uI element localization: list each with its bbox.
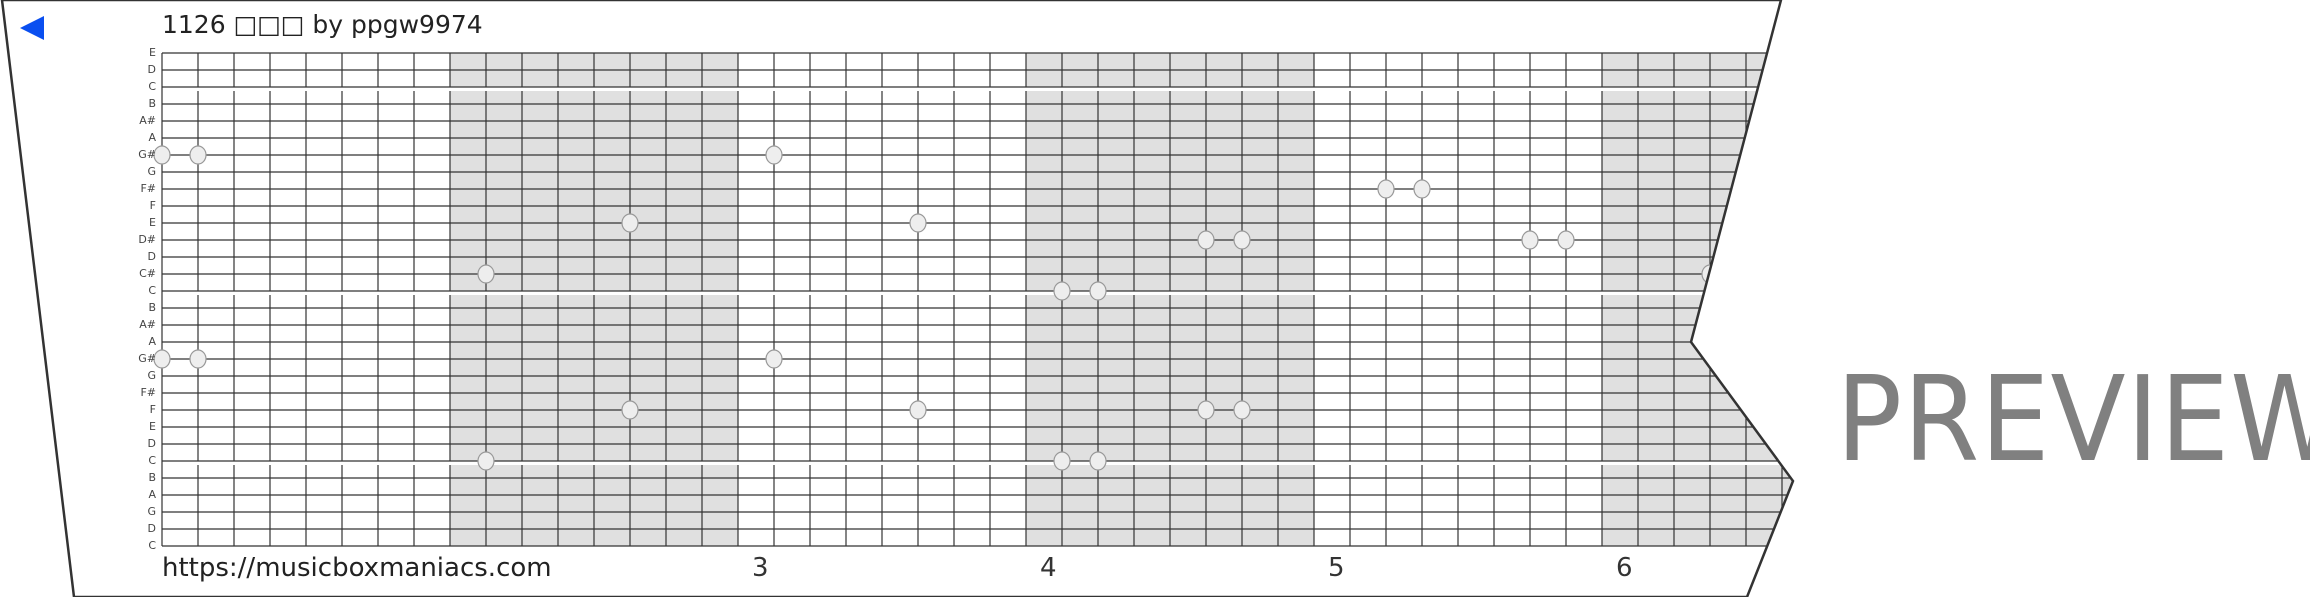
pitch-label: F# <box>140 386 156 399</box>
pitch-label: B <box>148 471 156 484</box>
note-hole <box>765 145 783 165</box>
pitch-label: B <box>148 97 156 110</box>
pitch-label: D <box>147 63 156 76</box>
pitch-label: F# <box>140 182 156 195</box>
note-hole <box>1053 281 1071 301</box>
note-grid <box>153 52 1793 547</box>
pitch-label: A# <box>139 114 156 127</box>
note-hole <box>1089 451 1107 471</box>
pitch-label: C <box>148 80 156 93</box>
pitch-label: F <box>149 403 156 416</box>
paper-outline <box>0 0 1795 597</box>
note-hole <box>1197 230 1215 250</box>
pitch-label: F <box>149 199 156 212</box>
pitch-label: C# <box>139 267 156 280</box>
pitch-label: G <box>147 369 156 382</box>
note-hole <box>1413 179 1431 199</box>
pitch-label: C <box>148 284 156 297</box>
song-title: 1126 □□□ by ppgw9974 <box>162 10 483 39</box>
pitch-label: A# <box>139 318 156 331</box>
measure-number: 5 <box>1328 553 1345 583</box>
note-hole <box>1233 400 1251 420</box>
pitch-label: E <box>149 420 156 433</box>
preview-watermark: PREVIEW <box>1836 350 2310 488</box>
note-hole <box>1197 400 1215 420</box>
measure-number: 4 <box>1040 553 1057 583</box>
note-hole <box>621 400 639 420</box>
note-hole <box>765 349 783 369</box>
pitch-label: A <box>148 488 156 501</box>
pitch-label: G# <box>138 148 156 161</box>
pitch-label: D <box>147 437 156 450</box>
pitch-label: A <box>148 131 156 144</box>
pitch-label: E <box>149 216 156 229</box>
note-hole <box>1521 230 1539 250</box>
note-hole <box>153 349 171 369</box>
measure-number: 6 <box>1616 553 1633 583</box>
pitch-label: D# <box>138 233 156 246</box>
note-hole <box>1233 230 1251 250</box>
pitch-label: G <box>147 165 156 178</box>
pitch-label: A <box>148 335 156 348</box>
pitch-label: B <box>148 301 156 314</box>
pitch-label: G <box>147 505 156 518</box>
note-hole <box>1377 179 1395 199</box>
note-hole <box>477 451 495 471</box>
pitch-label: E <box>149 46 156 59</box>
back-triangle-icon[interactable] <box>20 16 44 40</box>
pitch-label: D <box>147 522 156 535</box>
note-hole <box>909 213 927 233</box>
note-hole <box>1089 281 1107 301</box>
note-hole <box>909 400 927 420</box>
note-hole <box>189 349 207 369</box>
note-hole <box>153 145 171 165</box>
site-url[interactable]: https://musicboxmaniacs.com <box>162 553 552 583</box>
note-hole <box>1557 230 1575 250</box>
measure-number: 3 <box>752 553 769 583</box>
note-hole <box>189 145 207 165</box>
pitch-label: G# <box>138 352 156 365</box>
note-hole <box>1053 451 1071 471</box>
pitch-label: C <box>148 454 156 467</box>
pitch-label: C <box>148 539 156 552</box>
note-hole <box>477 264 495 284</box>
pitch-label: D <box>147 250 156 263</box>
note-hole <box>621 213 639 233</box>
